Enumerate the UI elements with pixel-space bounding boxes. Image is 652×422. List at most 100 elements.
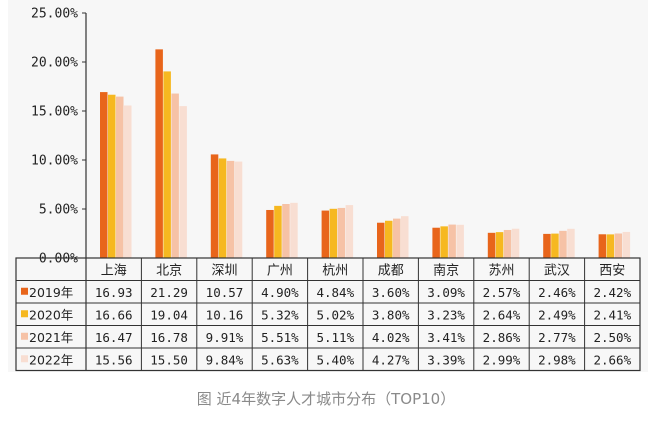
bar (614, 233, 623, 258)
data-label: 16.47 (95, 330, 133, 345)
bar (543, 233, 551, 258)
bar (337, 207, 346, 258)
x-category-label: 南京 (433, 262, 459, 278)
data-label: 2.64% (483, 307, 521, 322)
data-label: 10.57 (206, 285, 244, 300)
y-tick-label: 10.00% (31, 154, 78, 169)
bar (456, 224, 464, 258)
x-category-label: 西安 (599, 263, 625, 278)
bar (487, 232, 496, 258)
bar (163, 71, 171, 259)
data-label: 2.77% (538, 330, 576, 345)
data-label: 4.02% (372, 330, 410, 345)
bar (171, 93, 179, 258)
data-label: 3.09% (427, 285, 465, 300)
data-label: 5.11% (316, 330, 354, 345)
legend-label: 2019年 (29, 285, 73, 300)
y-tick-label: 25.00% (31, 7, 78, 22)
x-category-label: 深圳 (211, 263, 237, 278)
x-category-label: 苏州 (488, 262, 514, 278)
legend-swatch (21, 287, 28, 295)
chart-figure: 0.00% 5.00% 10.00% 15.00% 20.00% 25.00% 上海 北京 深圳… (8, 0, 648, 372)
data-label: 9.91% (206, 330, 244, 345)
bar (116, 96, 124, 259)
data-label: 2.99% (483, 352, 521, 367)
bar (551, 233, 559, 258)
table-frame (15, 257, 641, 372)
data-label: 5.63% (261, 352, 299, 367)
bar (495, 232, 504, 258)
data-label: 2.50% (593, 330, 631, 345)
data-label: 2.98% (538, 352, 576, 367)
data-label: 16.93 (95, 285, 133, 300)
data-label: 5.51% (261, 330, 299, 345)
bar (329, 208, 338, 258)
data-label: 3.80% (372, 307, 410, 322)
data-label: 16.66 (95, 307, 133, 322)
legend-label: 2020年 (29, 307, 73, 322)
bar (511, 228, 520, 258)
bar (274, 205, 282, 258)
legend-swatch (21, 310, 28, 318)
data-label: 2.86% (483, 330, 521, 345)
data-label: 15.56 (95, 352, 133, 367)
data-label: 2.46% (538, 285, 576, 300)
y-tick-label: 15.00% (31, 105, 78, 120)
legend-swatch (21, 355, 28, 363)
bar (401, 216, 409, 258)
bar-chart: 0.00% 5.00% 10.00% 15.00% 20.00% 25.00% 上海 北京 深圳… (15, 7, 641, 372)
data-label: 21.29 (150, 285, 188, 300)
bar (266, 209, 274, 258)
x-category-label: 杭州 (322, 263, 348, 278)
data-label: 10.16 (206, 307, 244, 322)
bar (432, 227, 440, 258)
data-label: 2.66% (593, 352, 631, 367)
data-label: 5.32% (261, 307, 299, 322)
data-label: 3.41% (427, 330, 465, 345)
bar (393, 218, 401, 258)
data-label: 3.39% (427, 352, 465, 367)
bar (345, 205, 354, 258)
data-label: 5.40% (316, 352, 354, 367)
x-category-label: 北京 (156, 263, 182, 278)
y-tick-label: 5.00% (39, 203, 78, 218)
data-label: 2.57% (483, 285, 521, 300)
data-label: 4.27% (372, 352, 410, 367)
x-category-label: 成都 (378, 263, 404, 278)
x-category-label: 广州 (267, 263, 293, 278)
data-label: 15.50 (150, 352, 188, 367)
bar (385, 220, 393, 258)
bar (100, 92, 108, 258)
bar (622, 231, 631, 258)
data-label: 2.42% (593, 285, 631, 300)
x-category-label: 武汉 (544, 263, 570, 278)
bar (155, 49, 163, 258)
bar (606, 234, 615, 258)
bar (448, 224, 456, 258)
bar (598, 234, 607, 258)
bar (234, 161, 243, 258)
bar (108, 94, 116, 259)
data-label: 4.90% (261, 285, 299, 300)
bar (226, 160, 235, 258)
legend-label: 2021年 (29, 330, 73, 345)
data-label: 3.23% (427, 307, 465, 322)
data-label: 3.60% (372, 285, 410, 300)
data-label: 19.04 (150, 307, 188, 322)
data-label: 5.02% (316, 307, 354, 322)
bar (377, 222, 385, 258)
legend-swatch (21, 332, 28, 340)
x-category-label: 上海 (101, 263, 127, 278)
y-tick-label: 0.00% (39, 252, 78, 267)
bar (210, 154, 219, 258)
figure-caption: 图 近4年数字人才城市分布（TOP10） (196, 390, 456, 408)
bar (559, 230, 567, 258)
bar (567, 228, 575, 258)
y-tick-label: 20.00% (31, 56, 78, 71)
bar (179, 106, 187, 258)
data-label: 9.84% (206, 352, 244, 367)
legend-label: 2022年 (29, 352, 73, 367)
bar (321, 210, 330, 258)
data-label: 2.49% (538, 307, 576, 322)
bar (503, 229, 512, 258)
